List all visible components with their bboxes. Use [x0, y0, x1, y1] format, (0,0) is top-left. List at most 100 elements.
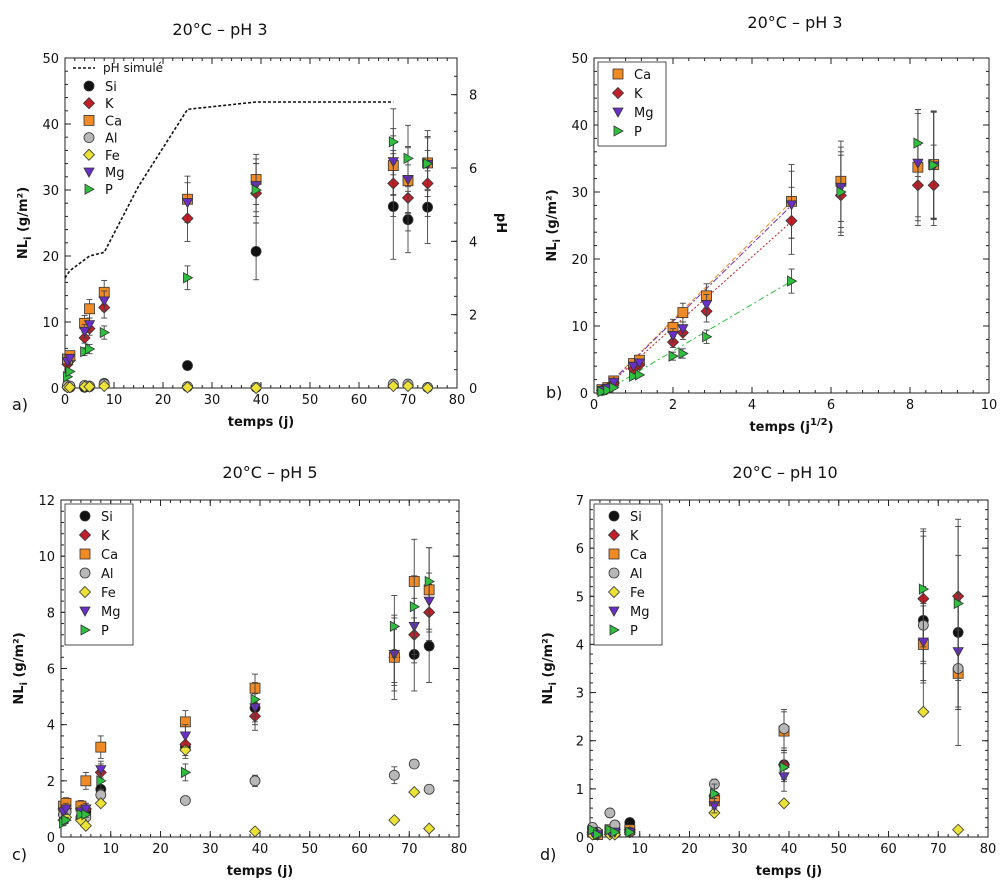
x-tick-label: 10	[981, 398, 998, 413]
y2-tick-label: 0	[469, 382, 477, 397]
data-point-p	[388, 136, 400, 148]
data-point-p	[605, 824, 616, 836]
data-point-fe	[917, 705, 930, 718]
data-point-mg	[667, 330, 679, 342]
y-tick-label: 0	[47, 831, 55, 846]
y-tick-label: 4	[576, 638, 584, 653]
y-axis-label: NLi (g/m²)	[16, 187, 34, 259]
series-ca	[596, 110, 940, 396]
data-point-p	[423, 157, 434, 170]
data-point-p	[836, 186, 847, 198]
legend-label: P	[634, 125, 642, 140]
legend-box	[597, 61, 667, 147]
data-point-fe	[408, 786, 421, 799]
legend-label: Si	[101, 510, 113, 525]
data-point-al	[249, 775, 261, 787]
y2-tick-label: 8	[469, 89, 477, 104]
data-point-mg	[83, 320, 96, 331]
x-tick-label: 50	[302, 393, 319, 408]
data-point-mg	[60, 804, 72, 815]
panel-title: 20°C – pH 3	[172, 20, 267, 39]
legend-marker-p	[80, 624, 91, 636]
data-point-ca	[95, 741, 107, 753]
data-point-p	[593, 828, 604, 841]
data-point-p	[929, 159, 940, 171]
data-point-p	[668, 350, 679, 362]
legend-label: P	[101, 624, 109, 639]
panel-a: 0 10 20 30 40 50 60 70 800102030405002468pH20°C …	[12, 20, 508, 430]
data-point-fe	[388, 814, 401, 827]
legend-label: Ca	[105, 114, 122, 129]
data-point-p	[588, 824, 599, 836]
legend-marker-al	[79, 567, 91, 579]
data-point-fe	[83, 380, 96, 393]
series-p	[59, 547, 435, 829]
x-tick-label: 70	[400, 393, 417, 408]
data-point-mg	[633, 358, 646, 369]
y-tick-label: 40	[42, 118, 59, 133]
legend: Si K Ca Al Fe Mg P	[64, 503, 134, 646]
data-point-p	[96, 775, 107, 787]
series-p	[588, 526, 964, 841]
data-point-ca	[84, 303, 95, 315]
data-point-al	[778, 723, 790, 735]
data-point-fe	[952, 823, 965, 836]
series-fe	[57, 743, 436, 838]
x-tick-label: 0	[61, 393, 69, 408]
x-tick-label: 20	[152, 842, 169, 857]
data-point-p	[85, 343, 96, 355]
data-point-si	[423, 640, 435, 652]
legend-box	[593, 503, 663, 646]
x-tick-label: 20	[155, 393, 172, 408]
legend-marker-al	[608, 567, 620, 579]
data-point-al	[388, 769, 400, 781]
x-tick-label: 40	[253, 393, 270, 408]
legend: Ca K Mg P	[597, 61, 667, 147]
y2-axis-label: pH	[493, 213, 508, 233]
y2-tick-label: 2	[469, 309, 477, 324]
y-axis-label-unit: (g/m²)	[545, 189, 560, 239]
legend-label: Al	[101, 567, 114, 582]
x-axis-label: temps (j1/2)	[749, 417, 833, 435]
plot-frame	[593, 57, 990, 394]
data-point-p	[99, 326, 111, 339]
legend-label: P	[105, 183, 113, 198]
legend-marker-ca	[608, 548, 620, 560]
y-tick-label: 0	[580, 387, 588, 402]
y-axis-label-text: NL	[545, 242, 560, 261]
data-point-p	[409, 601, 421, 613]
legend-marker-ca	[612, 68, 624, 80]
data-point-p	[609, 381, 620, 394]
legend-marker-p	[613, 125, 624, 137]
y-tick-label: 2	[47, 775, 55, 790]
y-axis-label-text: NL	[541, 685, 556, 704]
y-tick-label: 50	[42, 52, 59, 67]
legend-label: Si	[630, 510, 642, 525]
y-axis-label-unit: (g/m²)	[16, 187, 31, 237]
data-point-p	[702, 331, 713, 343]
x-tick-label: 50	[830, 842, 847, 857]
data-point-fe	[248, 825, 262, 838]
y-tick-label: 20	[42, 250, 59, 265]
y-tick-label: 2	[576, 735, 584, 750]
y-axis-label-sub: i	[23, 237, 34, 240]
data-point-p	[389, 620, 401, 633]
legend-label: Mg	[630, 605, 649, 620]
legend-label: K	[630, 529, 639, 544]
x-tick-label: 80	[980, 842, 997, 857]
legend-label: P	[630, 624, 638, 639]
data-point-fe	[98, 379, 111, 393]
fit-line-p	[601, 280, 792, 394]
x-tick-label: 30	[731, 842, 748, 857]
legend-marker-ca	[79, 548, 91, 560]
data-point-mg	[677, 324, 689, 335]
legend-label: Mg	[634, 106, 653, 121]
x-tick-label: 40	[252, 842, 269, 857]
legend-marker-al	[83, 132, 95, 144]
legend-marker-si	[83, 80, 95, 92]
y-tick-label: 40	[571, 119, 588, 134]
x-axis-label-text: temps (j)	[227, 864, 294, 879]
y-tick-label: 6	[47, 663, 55, 678]
data-point-p	[678, 347, 689, 360]
